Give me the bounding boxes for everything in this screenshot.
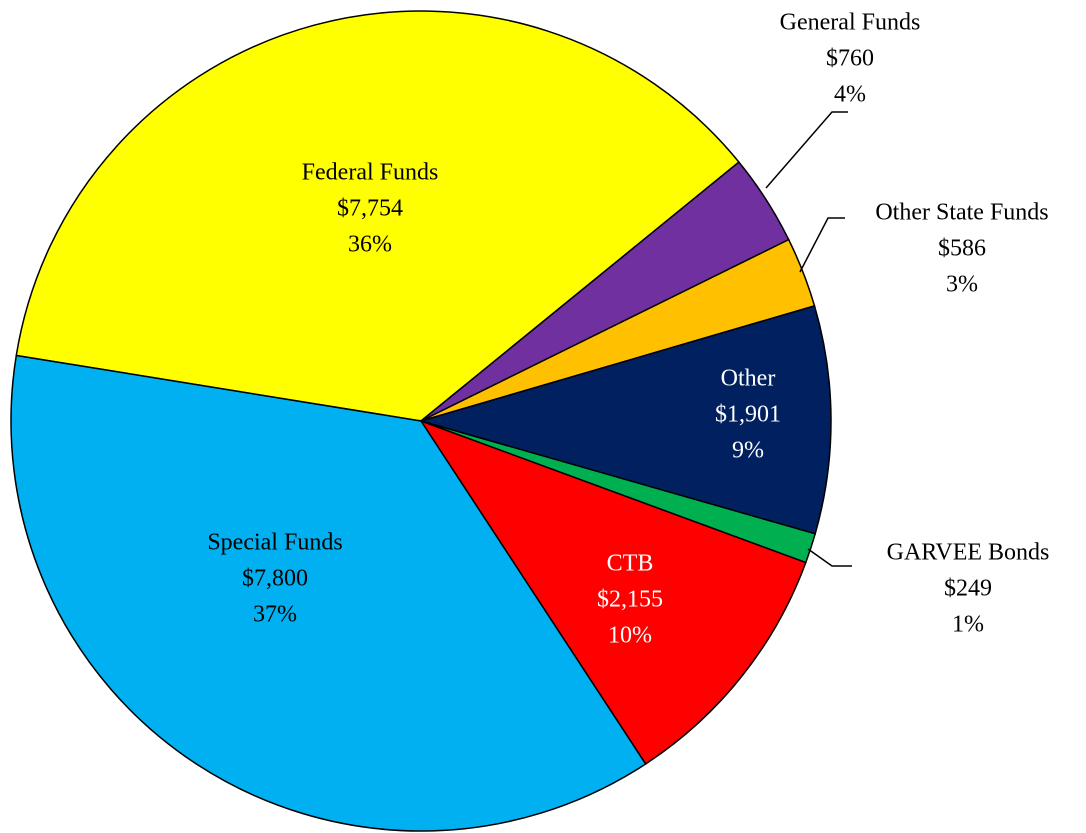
- slice-percent: 37%: [253, 602, 297, 628]
- slice-label: GARVEE Bonds: [887, 540, 1050, 566]
- slice-value: $586: [938, 236, 986, 262]
- slice-percent: 36%: [348, 232, 392, 258]
- slice-percent: 1%: [952, 612, 984, 638]
- slice-label: Other State Funds: [875, 200, 1048, 226]
- slice-percent: 4%: [834, 82, 866, 108]
- leader-line: [807, 548, 852, 567]
- slice-percent: 3%: [946, 272, 978, 298]
- slice-label: Special Funds: [207, 530, 342, 556]
- slice-value: $7,754: [337, 196, 403, 222]
- pie-slice: [418, 304, 832, 535]
- slice-label: Other: [721, 366, 776, 392]
- slice-value: $760: [826, 46, 874, 72]
- slice-percent: 10%: [608, 623, 652, 649]
- leader-line: [765, 111, 848, 189]
- slice-label: CTB: [607, 551, 654, 577]
- pie-slice: [419, 419, 807, 766]
- slice-value: $2,155: [597, 587, 663, 613]
- slice-value: $249: [944, 576, 992, 602]
- slice-percent: 9%: [732, 438, 764, 464]
- pie-slice: [10, 354, 647, 832]
- slice-label: General Funds: [780, 10, 921, 36]
- slice-value: $7,800: [242, 566, 308, 592]
- slice-value: $1,901: [715, 402, 781, 428]
- pie-slice: [15, 10, 740, 422]
- slice-label: Federal Funds: [302, 160, 439, 186]
- leader-line: [799, 217, 845, 273]
